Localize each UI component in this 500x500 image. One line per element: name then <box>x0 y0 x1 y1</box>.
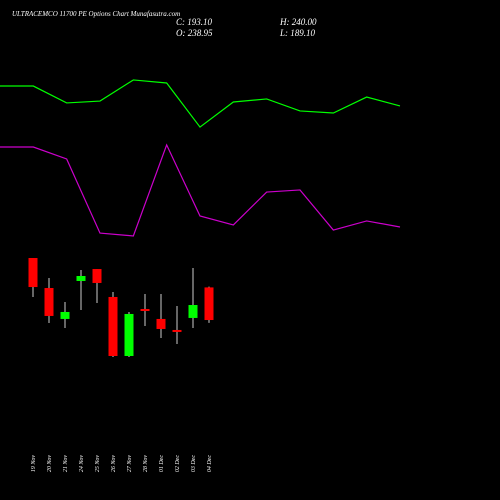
x-tick-label: 04 Dec <box>206 455 213 472</box>
candle-body <box>92 269 102 283</box>
x-tick-label: 20 Nov <box>47 455 53 473</box>
x-tick-label: 28 Nov <box>143 455 149 473</box>
candle-body <box>204 287 214 321</box>
high-info: H: 240.00 <box>279 17 317 27</box>
x-tick-label: 24 Nov <box>78 455 85 473</box>
line-series <box>0 143 401 237</box>
candle-body <box>188 305 198 318</box>
candle-body <box>44 288 54 316</box>
candle-body <box>28 258 38 288</box>
x-tick-label: 02 Dec <box>175 455 181 472</box>
x-tick-label: 19 Nov <box>31 455 37 473</box>
x-tick-label: 03 Dec <box>191 455 197 472</box>
x-tick-label: 26 Nov <box>111 455 117 473</box>
low-info: L: 189.10 <box>279 28 316 38</box>
x-tick-label: 25 Nov <box>95 455 101 473</box>
candle-body <box>156 318 166 329</box>
open-info: O: 238.95 <box>176 28 213 38</box>
candle-body <box>124 313 134 356</box>
candle-body <box>140 308 150 311</box>
close-info: C: 193.10 <box>176 17 213 27</box>
x-tick-label: 21 Nov <box>63 455 69 473</box>
candle-body <box>172 329 182 332</box>
candle-body <box>108 296 118 356</box>
x-tick-label: 27 Nov <box>127 455 133 473</box>
chart-title: ULTRACEMCO 11700 PE Options Chart Munafa… <box>12 10 180 18</box>
candle-body <box>60 311 70 319</box>
line-series <box>0 79 401 128</box>
candle-body <box>76 276 86 281</box>
x-tick-label: 01 Dec <box>159 455 165 472</box>
